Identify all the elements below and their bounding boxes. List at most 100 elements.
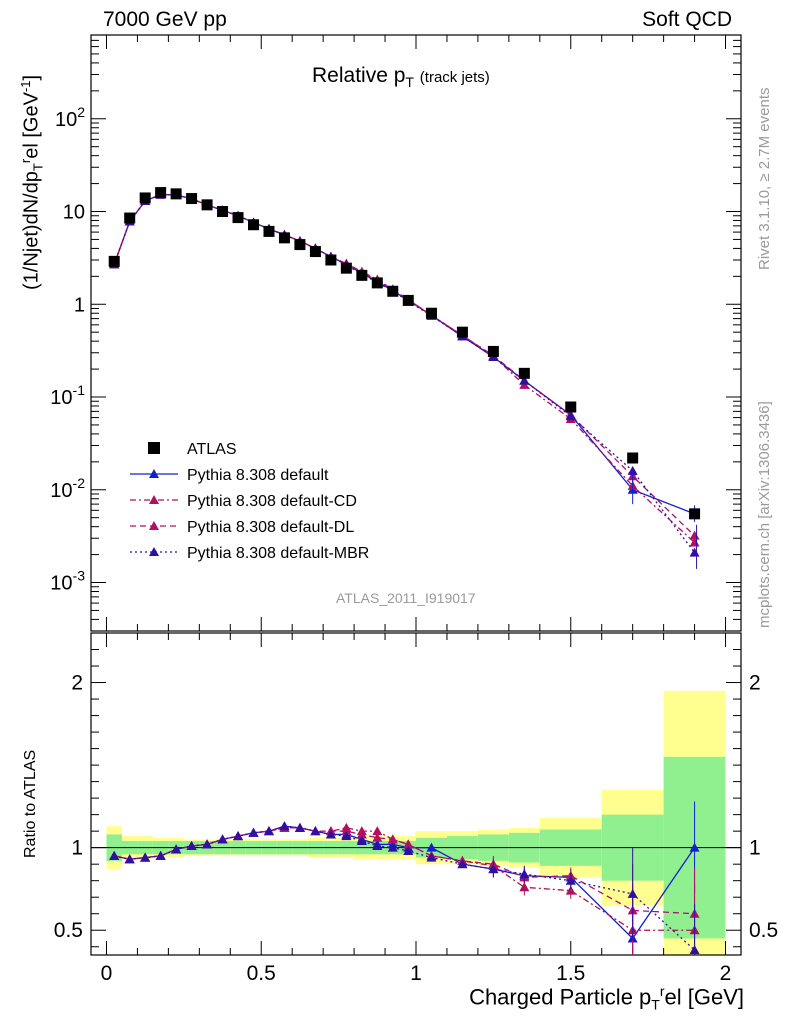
legend-marker-atlas [148,442,160,454]
data-point-atlas [689,508,701,520]
legend-label: Pythia 8.308 default-MBR [187,545,369,562]
ratio-point-3 [372,841,383,851]
data-point-atlas [124,212,136,224]
plot-title-main: Relative p [312,64,406,87]
ratio-point-3 [403,845,414,855]
legend-label: ATLAS [187,441,237,458]
series-point-3 [689,530,700,540]
ratio-point-3 [488,864,499,874]
y-tick-label: 10-1 [50,382,85,409]
ratio-point-3 [263,826,274,836]
data-point-atlas [425,307,437,319]
data-point-atlas [278,232,290,244]
legend-marker [149,495,159,504]
data-point-atlas [371,277,383,289]
data-point-atlas [402,294,414,306]
ratio-y-tick-label-right: 1 [749,837,761,860]
data-point-atlas [139,192,151,204]
series-line-3 [113,193,696,537]
ratio-point-1 [519,882,530,892]
data-point-atlas [201,199,213,211]
x-tick-label: 1 [410,962,422,985]
ratio-point-1 [372,826,383,836]
ratio-point-3 [387,842,398,852]
data-point-atlas [387,285,399,297]
data-point-atlas [155,187,167,199]
data-point-atlas [340,262,352,274]
x-tick-label: 0.5 [247,962,276,985]
ratio-point-3 [124,854,135,864]
plot-title-sub: T [405,74,414,91]
ratio-point-3 [356,836,367,846]
ratio-point-0 [689,842,700,852]
data-point-atlas [217,206,229,218]
series-line-2 [113,193,696,543]
ratio-point-1 [565,885,576,895]
ratio-y-tick-label-right: 2 [749,672,761,695]
y-tick-label: 10 [63,202,85,224]
ratio-point-2 [356,829,367,839]
data-point-atlas [309,246,321,258]
data-point-atlas [325,254,337,266]
data-point-atlas [518,367,530,379]
data-point-atlas [263,225,275,237]
watermark: ATLAS_2011_I919017 [336,590,476,606]
series-line-1 [113,193,695,515]
ratio-point-3 [325,829,336,839]
ratio-point-3 [627,888,638,898]
x-tick-label: 0 [101,962,113,985]
ratio-y-tick-label: 0.5 [54,919,83,942]
y-tick-label: 10-2 [50,475,85,502]
data-point-atlas [627,452,639,464]
data-point-atlas [186,193,198,205]
data-point-atlas [248,219,259,231]
x-tick-label: 2 [720,962,732,985]
series-point-4 [627,465,638,475]
legend-marker [149,469,159,478]
ratio-point-3 [186,841,197,851]
data-point-atlas [108,255,120,267]
series-point-4 [565,411,576,421]
ratio-point-3 [279,821,290,831]
data-point-atlas [232,212,244,224]
ratio-point-3 [109,850,120,860]
y-tick-label: 1 [74,294,85,316]
ratio-point-3 [171,844,182,854]
ratio-point-3 [294,822,305,832]
ratio-point-3 [565,875,576,885]
legend-label: Pythia 8.308 default-CD [187,493,357,510]
ratio-y-tick-label-right: 0.5 [749,919,778,942]
main-frame [90,34,742,632]
ratio-point-3 [155,850,166,860]
ratio-point-3 [519,869,530,879]
x-tick-label: 1.5 [556,962,585,985]
ratio-point-3 [202,839,213,849]
ratio-point-2 [372,832,383,842]
legend-label: Pythia 8.308 default [187,467,329,484]
data-point-atlas [356,269,368,281]
ratio-point-3 [689,945,700,955]
header-right: Soft QCD [642,8,732,31]
legend-marker [149,521,159,530]
data-point-atlas [170,188,182,200]
ratio-point-3 [248,827,259,837]
series-point-4 [689,547,700,557]
ratio-point-3 [341,831,352,841]
plot-title: Relative pT (track jets) [312,64,490,90]
data-point-atlas [294,239,306,251]
ratio-xlabel: Charged Particle pTrel [GeV] [469,983,744,1013]
ratio-point-0 [426,842,437,852]
ratio-point-3 [310,826,321,836]
ratio-point-2 [387,834,398,844]
data-point-atlas [487,345,499,357]
ratio-point-3 [140,852,151,862]
ratio-point-2 [341,826,352,836]
ratio-point-3 [233,831,244,841]
plot-title-extra: (track jets) [419,69,490,86]
legend-label: Pythia 8.308 default-DL [187,519,354,536]
ratio-point-3 [426,852,437,862]
y-tick-label: 10-3 [50,568,85,595]
ratio-point-2 [403,839,414,849]
data-point-atlas [456,326,468,338]
